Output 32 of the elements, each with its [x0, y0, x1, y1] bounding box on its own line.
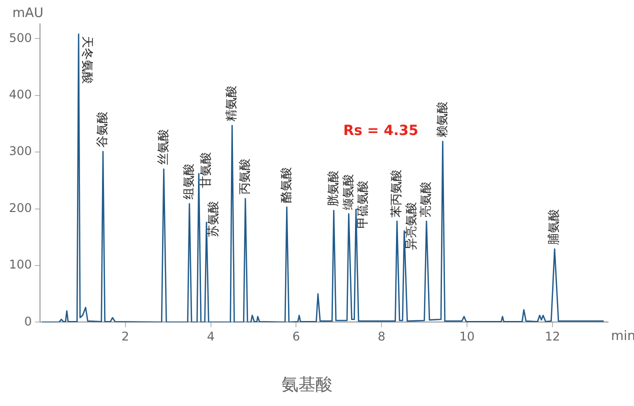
annotation: 赖氨酸	[434, 101, 449, 138]
y-axis-title: mAU	[12, 6, 44, 21]
y-tick-label: 200	[9, 200, 32, 215]
annotation: 异亮氨酸	[404, 202, 418, 250]
x-tick-label: 4	[206, 330, 215, 344]
annotation: 组氨酸	[182, 164, 196, 200]
x-tick-label: 12	[544, 330, 560, 344]
annotation: 甘氨酸	[198, 152, 212, 188]
annotation: 甲硫氨酸	[356, 180, 370, 229]
annotation: 谷氨酸	[95, 112, 110, 148]
y-tick-label: 300	[9, 144, 32, 158]
y-tick-label: 400	[9, 88, 32, 102]
x-tick-label: 2	[122, 330, 130, 344]
annotation: 胱氨酸	[326, 170, 340, 207]
annotation: 丝氨酸	[156, 129, 170, 166]
x-tick-label: 10	[459, 330, 475, 344]
annotation: Rs = 4.35	[343, 122, 418, 139]
annotation: 脯氨酸	[546, 209, 561, 246]
y-tick-label: 500	[9, 30, 32, 45]
annotation: 亮氨酸	[418, 181, 433, 218]
annotation: 精氨酸	[224, 85, 238, 122]
annotation: 苯丙氨酸	[389, 169, 404, 218]
text: 氨基酸	[282, 375, 332, 396]
annotation: 丙氨酸	[237, 158, 252, 195]
annotation: 天冬氨酸	[80, 36, 94, 84]
annotation: 酪氨酸	[278, 167, 293, 204]
y-tick-label: 100	[9, 258, 32, 272]
x-tick-label: 6	[292, 330, 300, 344]
annotation: 缬氨酸	[340, 174, 355, 210]
x-tick-label: 8	[378, 330, 386, 344]
y-tick-label: 0	[24, 314, 32, 328]
annotation: 苏氨酸	[206, 200, 220, 237]
